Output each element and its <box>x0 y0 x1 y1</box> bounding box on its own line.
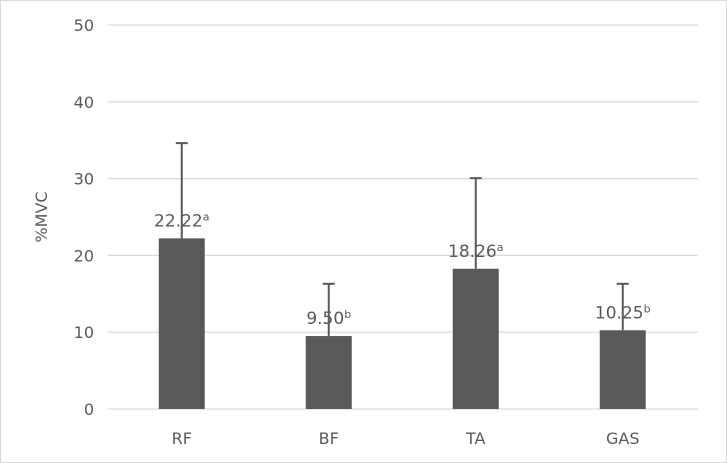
bar-rf <box>158 238 205 409</box>
y-tick-label: 40 <box>74 93 94 112</box>
data-label: 10.25b <box>595 302 651 323</box>
x-tick-label: GAS <box>606 429 640 448</box>
x-tick-label: TA <box>465 429 486 448</box>
data-label: 18.26a <box>448 241 503 262</box>
bar-gas <box>599 330 646 409</box>
x-tick-label: RF <box>172 429 192 448</box>
y-tick-label: 30 <box>74 170 94 189</box>
data-label: 22.22a <box>154 210 209 231</box>
y-tick-label: 10 <box>74 323 94 342</box>
y-tick-label: 20 <box>74 246 94 265</box>
bar-ta <box>452 268 499 409</box>
x-tick-label: BF <box>319 429 339 448</box>
y-axis-label: %MVC <box>32 191 51 242</box>
bar-bf <box>305 336 352 409</box>
data-label: 9.50b <box>306 308 351 329</box>
y-tick-label: 0 <box>84 400 94 419</box>
y-tick-label: 50 <box>74 16 94 35</box>
